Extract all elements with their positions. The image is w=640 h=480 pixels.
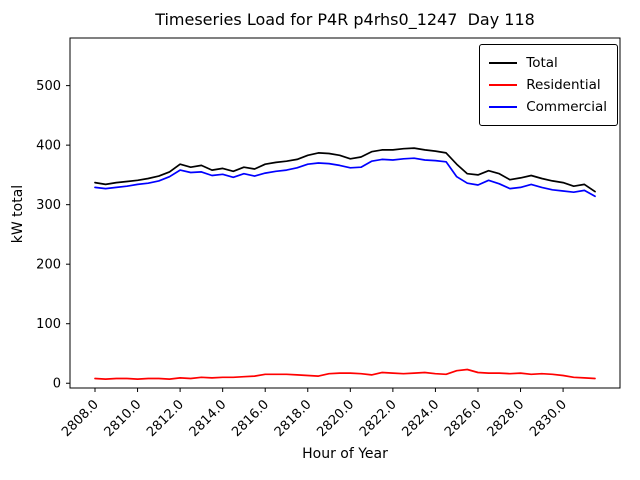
x-tick-label: 2816.0 xyxy=(229,397,272,440)
y-tick-label: 500 xyxy=(36,79,61,94)
y-tick-label: 300 xyxy=(36,198,61,213)
x-axis-label: Hour of Year xyxy=(302,446,388,462)
legend: Total Residential Commercial xyxy=(479,44,618,126)
line-commercial xyxy=(94,157,596,198)
x-tick-label: 2820.0 xyxy=(314,397,357,440)
total-line-swatch xyxy=(489,62,518,64)
legend-label-commercial: Commercial xyxy=(526,99,607,115)
x-tick-label: 2822.0 xyxy=(357,397,400,440)
legend-entry-total: Total xyxy=(489,52,607,74)
y-tick-label: 0 xyxy=(53,377,61,392)
x-tick-label: 2824.0 xyxy=(399,397,442,440)
x-tick-label: 2830.0 xyxy=(527,397,570,440)
x-tick-label: 2818.0 xyxy=(272,397,315,440)
x-tick-label: 2814.0 xyxy=(187,397,230,440)
axes-frame xyxy=(69,37,621,389)
y-tick-label: 100 xyxy=(36,317,61,332)
legend-label-residential: Residential xyxy=(526,77,601,93)
x-tick-label: 2828.0 xyxy=(485,397,528,440)
y-tick-label: 200 xyxy=(36,258,61,273)
legend-label-total: Total xyxy=(526,55,558,71)
legend-entry-commercial: Commercial xyxy=(489,96,607,118)
residential-line-swatch xyxy=(489,84,518,86)
line-residential xyxy=(94,368,596,380)
x-tick-label: 2812.0 xyxy=(144,397,187,440)
x-tick-label: 2810.0 xyxy=(102,397,145,440)
y-tick-label: 400 xyxy=(36,139,61,154)
commercial-line-swatch xyxy=(489,106,518,108)
legend-entry-residential: Residential xyxy=(489,74,607,96)
x-tick-label: 2826.0 xyxy=(442,397,485,440)
chart-title: Timeseries Load for P4R p4rhs0_1247 Day … xyxy=(155,10,535,29)
x-tick-label: 2808.0 xyxy=(59,397,102,440)
line-total xyxy=(94,147,596,193)
